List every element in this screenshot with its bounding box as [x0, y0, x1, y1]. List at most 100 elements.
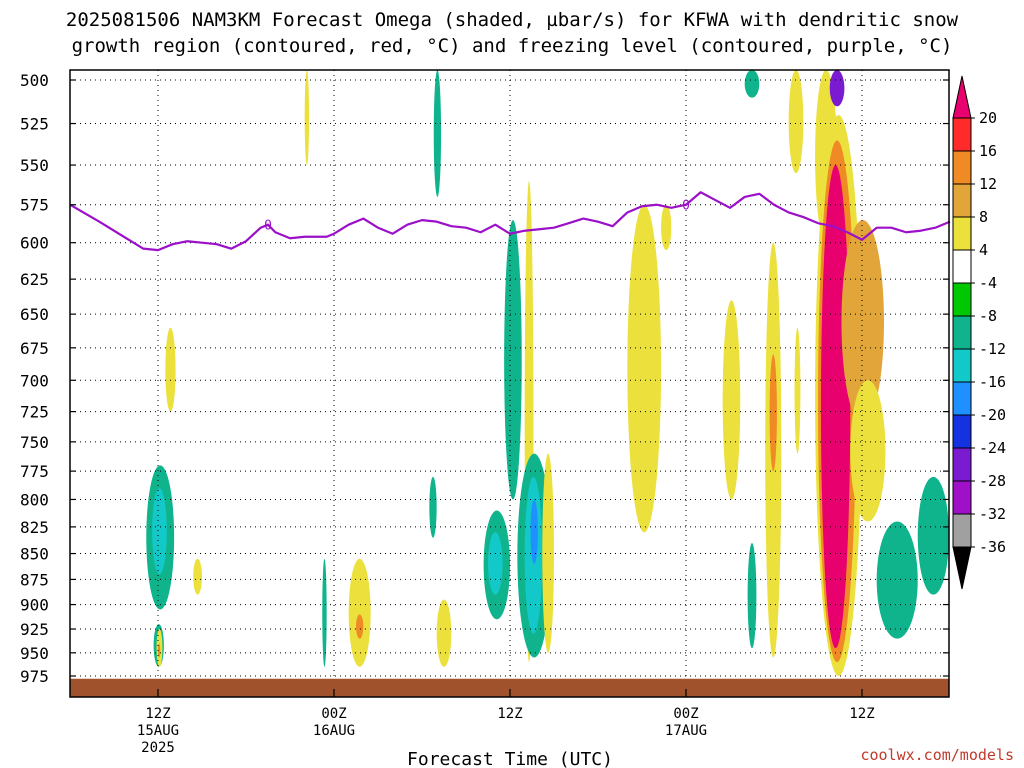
y-tick-label-11: 775 — [20, 462, 49, 481]
omega-region-8 — [322, 558, 327, 667]
colorbar-label-3: 8 — [979, 208, 988, 226]
omega-region-29 — [788, 70, 804, 174]
x-tick-label-0-1: 15AUG — [137, 723, 179, 739]
freezing-level-label-1: 0 — [682, 199, 690, 214]
y-tick-label-15: 875 — [20, 570, 49, 589]
freezing-level-line — [69, 191, 951, 252]
omega-region-11 — [433, 70, 442, 197]
x-tick-label-4-0: 12Z — [849, 706, 874, 722]
colorbar-label-8: -16 — [979, 373, 1006, 391]
y-tick-label-5: 625 — [20, 270, 49, 289]
colorbar-bottom-arrow — [952, 546, 972, 590]
omega-region-15 — [488, 532, 503, 595]
x-tick-label-1-0: 00Z — [321, 706, 346, 722]
ground-fill — [70, 678, 949, 697]
y-tick-label-10: 750 — [20, 433, 49, 452]
omega-region-26 — [747, 542, 757, 649]
omega-region-39 — [917, 476, 949, 595]
colorbar-segment-9 — [952, 381, 972, 416]
colorbar-label-11: -28 — [979, 472, 1006, 490]
y-tick-label-13: 825 — [20, 518, 49, 537]
y-tick-label-8: 700 — [20, 371, 49, 390]
omega-region-38 — [876, 521, 918, 639]
omega-region-28 — [769, 354, 777, 472]
omega-region-6 — [193, 558, 203, 595]
omega-region-30 — [794, 327, 801, 454]
omega-region-37 — [850, 380, 886, 522]
colorbar-label-9: -20 — [979, 406, 1006, 424]
colorbar-label-2: 12 — [979, 175, 997, 193]
colorbar-segment-5 — [952, 249, 972, 284]
x-tick-label-2-0: 12Z — [497, 706, 522, 722]
colorbar-label-12: -32 — [979, 505, 1006, 523]
omega-region-21 — [542, 453, 555, 653]
title-line-1: 2025081506 NAM3KM Forecast Omega (shaded… — [66, 9, 959, 31]
y-tick-label-0: 500 — [20, 71, 49, 90]
credit-text: coolwx.com/models — [860, 746, 1014, 764]
omega-region-24 — [722, 300, 741, 500]
x-axis-label: Forecast Time (UTC) — [407, 749, 613, 768]
x-tick-label-3-0: 00Z — [673, 706, 698, 722]
omega-region-22 — [627, 204, 662, 533]
y-tick-label-12: 800 — [20, 490, 49, 509]
title-line-2: growth region (contoured, red, °C) and f… — [72, 35, 953, 57]
y-tick-label-18: 950 — [20, 644, 49, 663]
x-tick-label-1-1: 16AUG — [313, 723, 355, 739]
colorbar-segment-6 — [952, 282, 972, 317]
omega-region-36 — [841, 220, 884, 424]
colorbar-segment-13 — [952, 513, 972, 548]
omega-region-20 — [530, 499, 538, 564]
chart-title: 2025081506 NAM3KM Forecast Omega (shaded… — [66, 9, 959, 57]
freezing-level-label-0: 0 — [264, 219, 272, 234]
y-tick-label-17: 925 — [20, 620, 49, 639]
colorbar-label-10: -24 — [979, 439, 1006, 457]
colorbar-segment-7 — [952, 315, 972, 350]
omega-region-7 — [304, 70, 310, 166]
freezing-level-contour: 00 — [69, 191, 951, 252]
colorbar-segment-8 — [952, 348, 972, 383]
y-tick-label-3: 575 — [20, 196, 49, 215]
y-tick-label-9: 725 — [20, 403, 49, 422]
omega-shading — [146, 70, 949, 676]
omega-region-16 — [504, 220, 522, 500]
colorbar-segment-12 — [952, 480, 972, 515]
colorbar-top-arrow — [952, 75, 972, 119]
colorbar-label-5: -4 — [979, 274, 997, 292]
omega-region-10 — [356, 614, 364, 639]
y-tick-label-16: 900 — [20, 596, 49, 615]
omega-region-9 — [348, 558, 371, 667]
y-tick-label-19: 975 — [20, 667, 49, 686]
ground-layer — [70, 678, 949, 697]
colorbar-label-6: -8 — [979, 307, 997, 325]
omega-region-35 — [829, 70, 845, 107]
y-axis-ticks: 500 525 550 575 600 625 650 675 700 725 750 775 800 8… — [20, 71, 949, 686]
colorbar-segment-2 — [952, 150, 972, 185]
colorbar-label-13: -36 — [979, 538, 1006, 556]
colorbar-segment-10 — [952, 414, 972, 449]
omega-region-12 — [429, 476, 437, 538]
colorbar-segment-11 — [952, 447, 972, 482]
omega-region-34 — [820, 165, 851, 649]
colorbar-segment-1 — [952, 117, 972, 152]
y-tick-label-6: 650 — [20, 305, 49, 324]
y-tick-label-14: 850 — [20, 545, 49, 564]
omega-region-4 — [158, 643, 161, 658]
y-tick-label-7: 675 — [20, 339, 49, 358]
y-tick-label-2: 550 — [20, 156, 49, 175]
omega-region-25 — [744, 70, 760, 98]
omega-region-13 — [436, 599, 452, 667]
omega-region-5 — [165, 327, 176, 412]
colorbar-segment-4 — [952, 216, 972, 251]
colorbar-label-1: 16 — [979, 142, 997, 160]
x-tick-label-3-1: 17AUG — [665, 723, 707, 739]
colorbar-label-7: -12 — [979, 340, 1006, 358]
x-tick-label-0-0: 12Z — [145, 706, 170, 722]
omega-region-23 — [661, 204, 672, 251]
y-tick-label-1: 525 — [20, 115, 49, 134]
colorbar-label-0: 20 — [979, 109, 997, 127]
colorbar-segment-3 — [952, 183, 972, 218]
colorbar: 20 16 12 8 4 -4 -8 -12 -16 -20 -24 -28 -32 -36 — [952, 75, 1006, 590]
y-tick-label-4: 600 — [20, 234, 49, 253]
